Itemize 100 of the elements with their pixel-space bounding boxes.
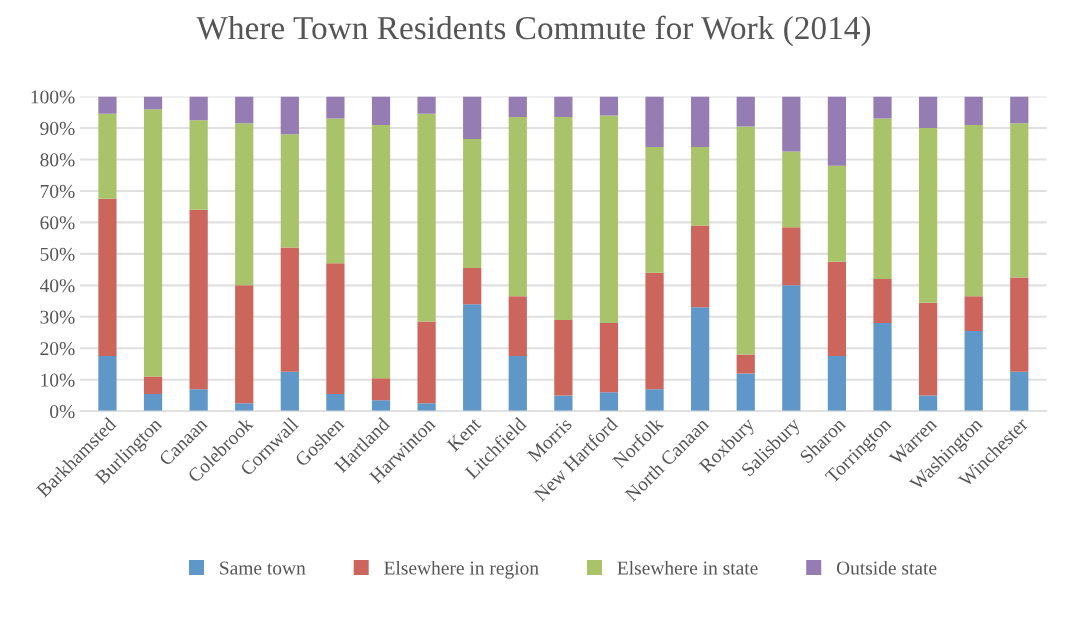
bar [189,120,208,210]
bar [873,279,892,324]
bar [508,356,527,412]
y-tick-label: 40% [39,279,75,293]
bar [736,96,755,127]
bar [235,96,254,124]
legend-label: Elsewhere in region [384,560,539,579]
bar [417,113,436,322]
bar [143,376,163,394]
bar [964,124,983,297]
bar [280,247,299,372]
bar [691,96,710,147]
bar [554,117,573,320]
bar [599,115,619,324]
y-tick-label: 60% [40,216,75,230]
bar [1010,277,1029,372]
bar [326,263,345,394]
bar [280,134,299,248]
y-tick-label: 100% [31,90,75,104]
bar [645,389,664,412]
bar [827,356,847,412]
bar [463,268,482,305]
bar [918,96,938,129]
bar [782,151,801,228]
bar [143,96,163,110]
bar [554,96,573,118]
y-tick-label: 0% [50,405,75,419]
bar [417,403,436,412]
bar [417,96,436,114]
bar [782,285,801,412]
bar [918,395,938,412]
bar [143,109,163,377]
bar [1010,96,1029,124]
bar [782,227,801,286]
bar [873,323,892,412]
bar [599,392,619,412]
bar [235,123,254,286]
bar [463,96,482,140]
bar [964,296,983,331]
legend-label: Outside state [836,560,937,575]
y-tick-label: 80% [40,153,75,167]
y-tick-label: 10% [41,373,75,387]
bar [691,307,710,412]
bar [508,296,527,357]
bar [371,96,391,125]
bar [645,96,664,147]
y-tick-label: 70% [40,184,75,198]
bar [645,146,664,273]
bar [1010,371,1029,412]
bar [691,225,710,308]
bar [599,96,619,116]
bar [736,373,755,412]
bar [280,96,299,135]
bar [508,96,527,118]
bar [827,96,847,166]
bar [1010,123,1029,278]
bar [235,403,254,412]
bar [782,96,801,152]
bar [645,272,664,390]
bar [873,118,892,280]
bar [918,128,938,303]
bar [189,96,208,121]
bar [371,124,391,379]
bar [235,285,254,404]
bar [98,356,117,412]
legend-label: Elsewhere in state [617,560,758,575]
y-tick-label: 50% [40,247,75,261]
legend-label: Same town [220,561,306,575]
bar [189,389,208,412]
bar [554,395,573,412]
bar [964,330,983,412]
bar [691,146,710,226]
bar [508,117,527,297]
bar [599,323,619,393]
bar [326,118,345,264]
bar [736,354,755,374]
y-tick-label: 30% [40,310,75,324]
bar [98,96,117,114]
bar [827,261,847,357]
bar [280,371,299,412]
bar [463,304,482,412]
bar [371,400,391,412]
bar [964,96,983,125]
bar [554,319,573,396]
y-tick-label: 20% [40,342,75,356]
bar [98,198,117,357]
chart-title: Where Town Residents Commute for Work (2014) [196,15,871,47]
y-tick-label: 90% [40,121,75,136]
bar [463,139,482,269]
bar [873,96,892,119]
bar [326,393,345,412]
bar [371,378,391,401]
bar [827,165,847,262]
bar [189,209,208,390]
bar [736,126,755,355]
bar [918,302,938,396]
bar [143,393,163,412]
bar [417,321,436,404]
bar [326,96,345,119]
bar [98,113,117,199]
